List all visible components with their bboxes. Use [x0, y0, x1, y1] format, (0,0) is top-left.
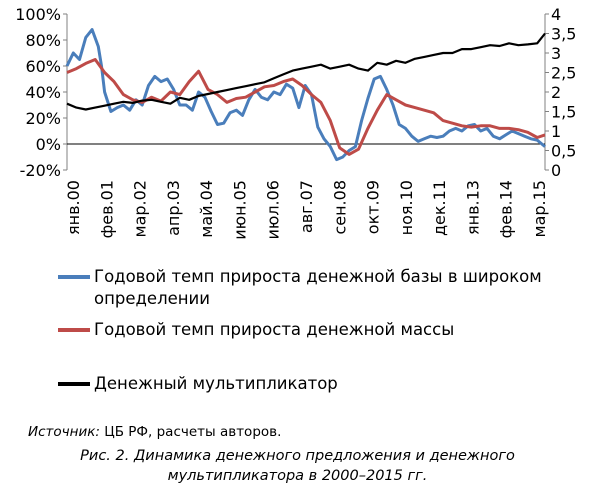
right-y-tick-label: 1	[551, 122, 561, 141]
right-y-tick-label: 2,5	[551, 64, 576, 83]
right-y-tick-label: 3	[551, 44, 561, 63]
series-line-1	[65, 28, 546, 162]
x-tick-label: янв.13	[463, 180, 482, 235]
figure-caption-line-2: мультипликатора в 2000–2015 гг.	[167, 468, 428, 484]
figure-caption-line-1: Рис. 2. Динамика денежного предложения и…	[80, 448, 515, 464]
x-tick-label: сен.08	[330, 180, 349, 235]
x-tick-label: янв.00	[64, 180, 83, 235]
x-tick-label: фев.14	[497, 180, 516, 238]
x-tick-label: фев.01	[97, 180, 116, 238]
left-y-tick-label: 0%	[36, 135, 61, 154]
left-y-tick-label: 40%	[25, 83, 61, 102]
left-y-tick-label: 100%	[15, 5, 61, 24]
legend-swatch-monetary-base	[58, 275, 90, 279]
left-y-tick-label: 20%	[25, 109, 61, 128]
x-tick-label: июл.06	[264, 180, 283, 240]
source-text: ЦБ РФ, расчеты авторов.	[99, 424, 282, 440]
right-y-tick-label: 4	[551, 5, 561, 24]
source-note: Источник: ЦБ РФ, расчеты авторов.	[28, 424, 281, 440]
dual-axis-line-chart: 100% 80% 60% 40% 20% 0% -20% 43,532,521,510,50 я…	[15, 5, 576, 240]
legend-swatch-money-multiplier	[58, 382, 90, 386]
x-tick-label: дек.11	[430, 180, 449, 236]
source-label: Источник:	[28, 424, 100, 440]
legend-swatch-money-supply	[58, 328, 90, 332]
legend-label-money-multiplier: Денежный мультипликатор	[94, 374, 338, 393]
left-y-tick-label: -20%	[20, 161, 61, 180]
right-y-tick-label: 3,5	[551, 25, 576, 44]
right-y-tick-label: 1,5	[551, 103, 576, 122]
right-y-tick-label: 0	[551, 161, 561, 180]
x-tick-label: мар.15	[530, 180, 549, 237]
legend-label-monetary-base: Годовой темп прироста денежной базы в ши…	[94, 267, 542, 308]
right-y-tick-label: 0,5	[551, 142, 576, 161]
left-y-tick-label: 60%	[25, 57, 61, 76]
legend-label-money-supply: Годовой темп прироста денежной массы	[94, 320, 455, 339]
x-tick-label: апр.03	[164, 180, 183, 236]
series-line-3	[66, 32, 546, 111]
left-y-tick-label: 80%	[25, 31, 61, 50]
right-y-tick-label: 2	[551, 83, 561, 102]
x-tick-label: май.04	[197, 180, 216, 238]
x-tick-label: окт.09	[364, 180, 383, 234]
x-tick-label: мар.02	[131, 180, 150, 237]
x-tick-label: ноя.10	[397, 180, 416, 235]
x-tick-label: авг.07	[297, 180, 316, 233]
series-line-2	[66, 58, 546, 156]
x-tick-label: июн.05	[230, 180, 249, 240]
